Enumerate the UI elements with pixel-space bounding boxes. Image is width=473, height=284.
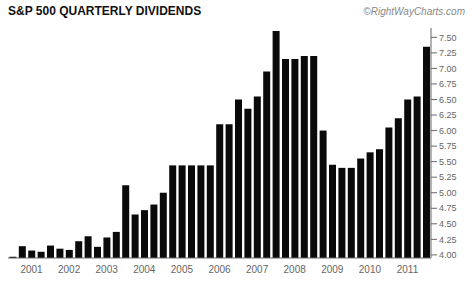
svg-text:5.75: 5.75	[439, 141, 457, 151]
svg-text:4.50: 4.50	[439, 219, 457, 229]
svg-text:2001: 2001	[20, 264, 43, 275]
svg-text:5.50: 5.50	[439, 157, 457, 167]
svg-text:2010: 2010	[359, 264, 382, 275]
svg-text:7.50: 7.50	[439, 33, 457, 43]
svg-text:6.75: 6.75	[439, 79, 457, 89]
svg-text:4.75: 4.75	[439, 203, 457, 213]
svg-text:2006: 2006	[208, 264, 231, 275]
svg-text:4.00: 4.00	[439, 250, 457, 260]
svg-text:7.25: 7.25	[439, 48, 457, 58]
html-text:©RightWayCharts.com: ©RightWayCharts.com	[363, 5, 465, 17]
svg-text:2003: 2003	[96, 264, 119, 275]
svg-text:6.00: 6.00	[439, 126, 457, 136]
svg-text:7.00: 7.00	[439, 64, 457, 74]
svg-text:2007: 2007	[246, 264, 269, 275]
svg-text:2011: 2011	[397, 264, 419, 275]
svg-text:2005: 2005	[171, 264, 194, 275]
svg-text:2009: 2009	[321, 264, 344, 275]
html-text:S&P 500 QUARTERLY DIVIDENDS: S&P 500 QUARTERLY DIVIDENDS	[8, 4, 202, 18]
svg-text:2008: 2008	[284, 264, 307, 275]
svg-text:5.25: 5.25	[439, 172, 457, 182]
svg-text:6.25: 6.25	[439, 110, 457, 120]
svg-text:6.50: 6.50	[439, 95, 457, 105]
svg-text:5.00: 5.00	[439, 188, 457, 198]
svg-text:2002: 2002	[58, 264, 81, 275]
svg-text:4.25: 4.25	[439, 235, 457, 245]
svg-text:2004: 2004	[133, 264, 156, 275]
